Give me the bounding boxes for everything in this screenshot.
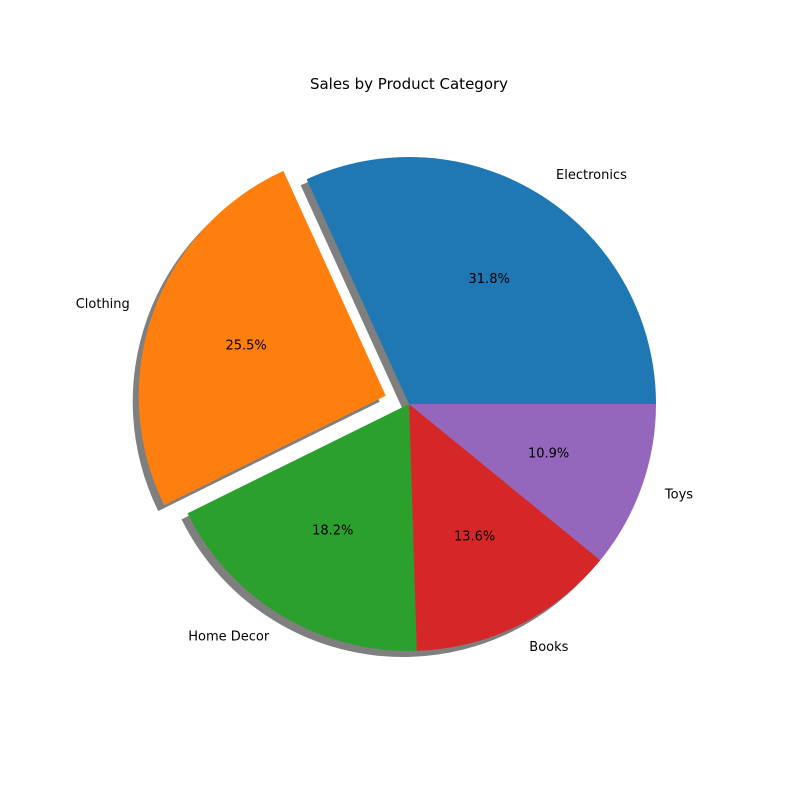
pie-slice-electronics [306,156,656,404]
percent-label-electronics: 31.8% [469,272,510,287]
pie-slice-toys [409,404,656,561]
pie-slice-books [409,404,601,651]
label-layer: 31.8% Electronics 25.5% Clothing 18.2% Home D… [76,168,694,655]
percent-label-home-decor: 18.2% [312,524,353,539]
pie-slice-home-decor [187,404,417,652]
category-label-home-decor: Home Decor [188,629,270,644]
slice-layer [138,156,656,652]
category-label-toys: Toys [664,488,693,503]
category-label-books: Books [529,640,568,655]
chart-title: Sales by Product Category [310,75,508,93]
category-label-electronics: Electronics [556,168,627,183]
pie-slice-clothing [138,170,386,506]
percent-label-toys: 10.9% [528,446,569,461]
percent-label-books: 13.6% [454,529,495,544]
percent-label-clothing: 25.5% [225,338,266,353]
category-label-clothing: Clothing [76,297,130,312]
